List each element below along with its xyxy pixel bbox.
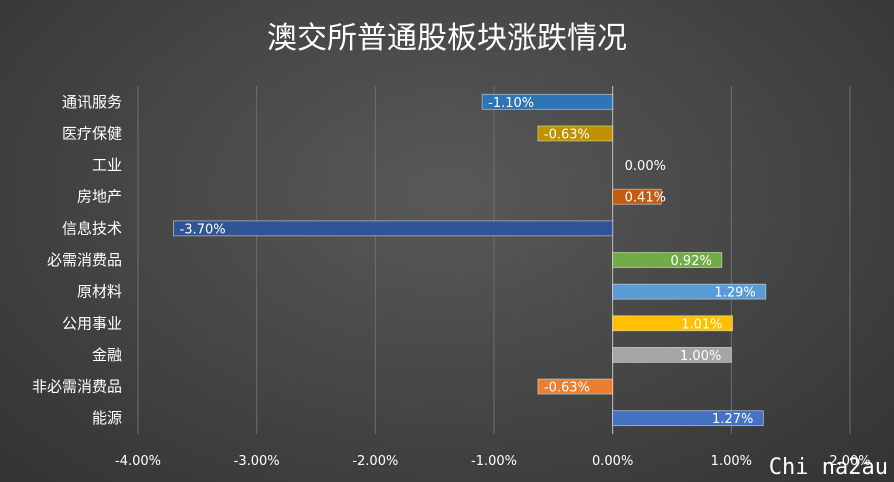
category-label: 必需消费品: [47, 251, 122, 269]
bar: [612, 283, 767, 300]
x-tick-label: -1.00%: [471, 454, 517, 469]
data-label: 1.01%: [681, 317, 722, 332]
category-label: 非必需消费品: [32, 378, 122, 396]
data-label: 0.92%: [671, 254, 712, 269]
x-tick-label: 0.00%: [592, 454, 633, 469]
bar: [612, 315, 733, 332]
category-label: 金融: [92, 346, 122, 364]
data-label: 1.29%: [714, 286, 755, 301]
data-label: 1.27%: [712, 412, 753, 427]
data-label: -3.70%: [180, 222, 226, 237]
bar: [537, 125, 614, 142]
bar: [612, 347, 732, 363]
x-tick-label: -4.00%: [115, 454, 161, 469]
chart-title: 澳交所普通股板块涨跌情况: [267, 21, 627, 56]
category-label: 信息技术: [62, 219, 122, 237]
category-label: 能源: [92, 409, 122, 427]
category-label: 原材料: [77, 283, 122, 301]
bar: [537, 378, 614, 395]
x-axis-tick-labels: -4.00% -3.00% -2.00% -1.00% 0.00% 1.00% 2.00%: [115, 454, 871, 469]
bar: [173, 220, 614, 237]
category-label: 通讯服务: [62, 93, 122, 111]
x-tick-label: -3.00%: [234, 454, 280, 469]
data-label: 0.41%: [625, 191, 666, 206]
category-label: 公用事业: [62, 314, 122, 332]
category-label: 医疗保健: [62, 124, 122, 142]
gridlines: [137, 86, 851, 434]
data-label: 0.00%: [625, 159, 666, 174]
data-label: 1.00%: [680, 349, 721, 364]
category-label: 房地产: [77, 188, 122, 206]
bar: [481, 93, 614, 110]
watermark: Chi na2au: [769, 455, 888, 480]
category-label: 工业: [92, 156, 122, 174]
x-tick-label: 1.00%: [711, 454, 752, 469]
x-tick-label: -2.00%: [352, 454, 398, 469]
data-labels: -1.10% -0.63% 0.00% 0.41% -3.70% 0.92% 1.29% 1.…: [180, 96, 756, 427]
x-tick-label: 2.00%: [829, 454, 870, 469]
bars: [173, 93, 767, 427]
data-label: -0.63%: [544, 127, 590, 142]
bar: [612, 410, 764, 427]
bar: [612, 188, 662, 205]
bar: [612, 252, 723, 268]
data-label: -0.63%: [544, 381, 590, 396]
data-label: -1.10%: [488, 96, 534, 111]
